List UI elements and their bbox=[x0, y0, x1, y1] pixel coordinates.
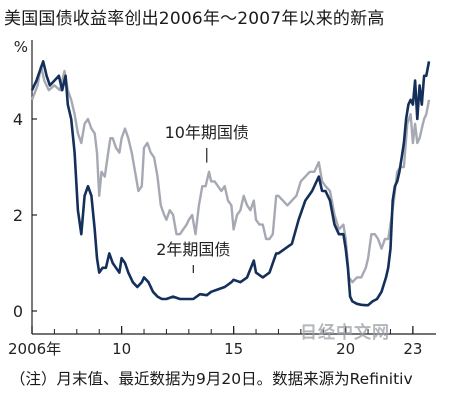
x-tick-label: 23 bbox=[403, 340, 422, 358]
x-tick-label: 20 bbox=[336, 340, 355, 358]
x-tick-label: 10 bbox=[112, 340, 131, 358]
chart-title: 美国国债收益率创出2006年～2007年以来的新高 bbox=[4, 9, 385, 29]
x-tick-label: 15 bbox=[224, 340, 243, 358]
series-lines bbox=[30, 60, 431, 307]
y-tick-label: 0 bbox=[13, 302, 23, 321]
series-line-two-year bbox=[30, 60, 431, 307]
series-line-ten-year bbox=[30, 65, 431, 284]
y-axis-unit: % bbox=[14, 38, 28, 56]
series-label-two-year: 2年期国债 bbox=[156, 240, 230, 259]
series-labels: 10年期国债 2年期国债 bbox=[156, 123, 249, 273]
y-axis: % 0 2 4 bbox=[13, 38, 37, 334]
footnote: （注）月末值、最近数据为9月20日。数据来源为Refinitiv bbox=[10, 370, 413, 388]
series-label-ten-year: 10年期国债 bbox=[165, 123, 249, 142]
y-tick-label: 4 bbox=[13, 110, 23, 129]
x-axis: 2006年 10 15 20 23 bbox=[8, 326, 436, 358]
x-tick-label: 2006年 bbox=[8, 340, 61, 358]
watermark-logo: 日经中文网 bbox=[300, 323, 390, 343]
y-tick-label: 2 bbox=[13, 206, 23, 225]
